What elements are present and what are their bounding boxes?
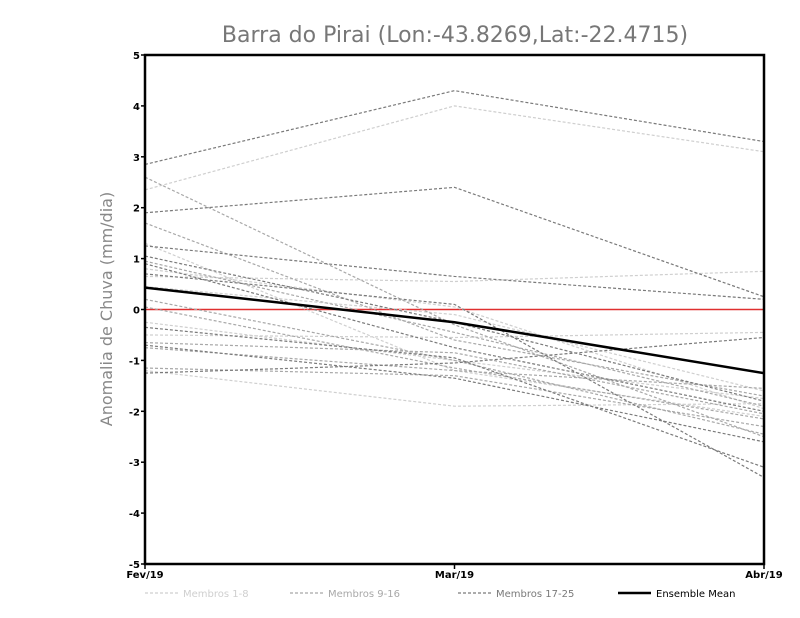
member-line-group-1-4 <box>144 285 765 392</box>
ensemble-mean-line <box>144 286 765 375</box>
y-tick-label: 0 <box>133 306 140 317</box>
member-line-group-1-2 <box>144 270 765 283</box>
member-line-group-2-7 <box>144 260 765 407</box>
member-line-group-3-8 <box>144 344 765 443</box>
y-tick-label: -2 <box>129 407 140 418</box>
y-axis-label: Anomalia de Chuva (mm/dia) <box>97 192 116 426</box>
x-tick-label: Abr/19 <box>745 570 782 581</box>
y-tick-label: -5 <box>129 560 140 571</box>
member-line-group-3-7 <box>144 263 765 412</box>
y-tick-label: 5 <box>133 51 140 62</box>
member-line-group-1-8 <box>144 268 765 410</box>
y-tick-label: -1 <box>129 356 140 367</box>
legend-label: Membros 17-25 <box>496 589 574 600</box>
legend-label: Ensemble Mean <box>656 589 735 600</box>
y-tick-label: 4 <box>133 102 140 113</box>
member-line-group-1-1 <box>144 105 765 191</box>
member-line-group-2-8 <box>144 298 765 435</box>
member-line-group-3-2 <box>144 186 765 298</box>
member-line-group-1-6 <box>144 242 765 417</box>
legend-label: Membros 9-16 <box>328 589 400 600</box>
legend-label: Membros 1-8 <box>183 589 249 600</box>
y-tick-label: 1 <box>133 255 140 266</box>
member-line-group-3-5 <box>144 326 765 468</box>
member-line-group-3-1 <box>144 90 765 166</box>
x-tick-label: Fev/19 <box>126 570 163 581</box>
chart-title: Barra do Pirai (Lon:-43.8269,Lat:-22.471… <box>222 23 688 48</box>
y-tick-label: -3 <box>129 458 140 469</box>
member-line-group-2-1 <box>144 176 765 438</box>
y-tick-label: 2 <box>133 204 140 215</box>
y-tick-label: -4 <box>129 509 140 520</box>
series-lines <box>144 90 765 478</box>
member-line-group-1-5 <box>144 331 765 339</box>
member-line-group-2-2 <box>144 222 765 397</box>
member-line-group-2-4 <box>144 306 765 420</box>
member-line-group-2-6 <box>144 367 765 428</box>
member-line-group-2-5 <box>144 347 765 389</box>
member-line-group-3-4 <box>144 273 765 478</box>
y-tick-label: 3 <box>133 153 140 164</box>
x-tick-label: Mar/19 <box>435 570 474 581</box>
axes: -5 -4 -3 -2 -1 0 1 2 3 4 5 Fev/19 Mar/19 Abr/19 <box>126 51 782 581</box>
member-line-group-3-3 <box>144 245 765 300</box>
legend: Membros 1-8 Membros 9-16 Membros 17-25 Ense… <box>145 589 735 600</box>
member-line-group-3-6 <box>144 336 765 374</box>
member-line-group-1-3 <box>144 369 765 407</box>
